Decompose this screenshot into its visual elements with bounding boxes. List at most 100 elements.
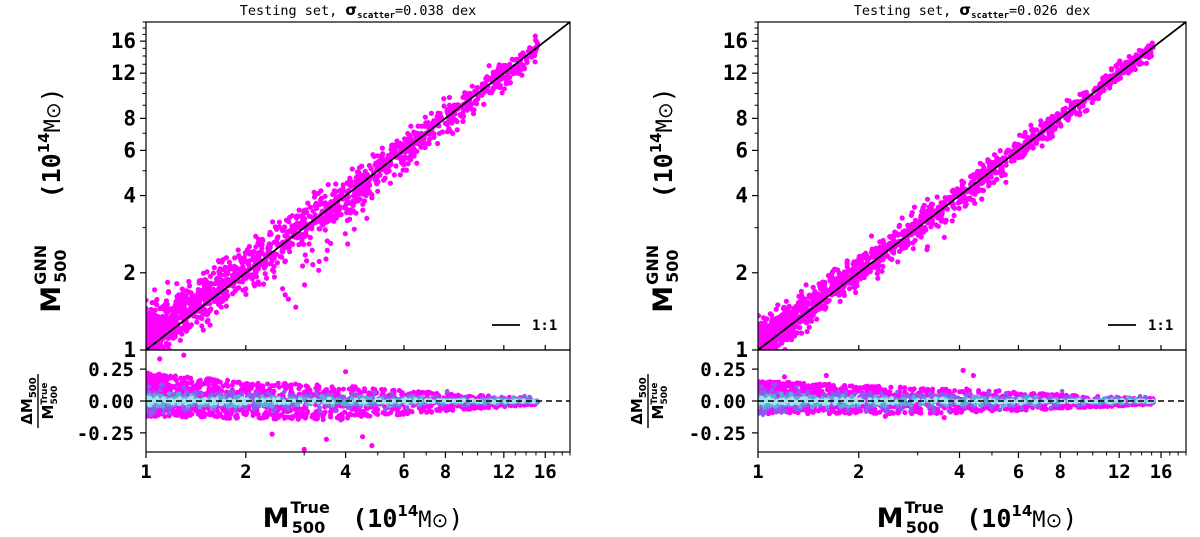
scatter-point (152, 287, 158, 293)
scatter-point (451, 102, 458, 108)
x-tick-label: 4 (340, 461, 351, 483)
scatter-point (408, 123, 414, 129)
outlier-point (324, 247, 330, 253)
residual-density-point (227, 389, 233, 395)
legend-label: 1:1 (532, 318, 557, 334)
residual-point (388, 410, 394, 416)
residual-density-point (372, 390, 377, 396)
residual-point (203, 411, 209, 417)
scatter-point (474, 85, 480, 91)
scatter-point (179, 310, 185, 316)
residual-point (293, 381, 298, 387)
residual-density-point (167, 410, 172, 415)
residual-density-point (271, 397, 277, 402)
residual-y-tick-label: 0.00 (88, 391, 134, 413)
scatter-point (368, 166, 374, 172)
scatter-point (431, 118, 437, 124)
scatter-point (239, 279, 245, 285)
scatter-point (285, 245, 291, 251)
scatter-point (146, 305, 149, 311)
scatter-point (895, 259, 901, 265)
scatter-point (221, 267, 227, 273)
residual-y-tick-label: 0.25 (88, 359, 134, 381)
scatter-point (251, 249, 257, 255)
scatter-point (760, 356, 765, 361)
residual-point (375, 407, 381, 413)
scatter-point (909, 210, 915, 216)
residual-density-point (233, 408, 238, 413)
x-tick-label: 8 (440, 461, 451, 483)
residual-point (203, 391, 209, 397)
scatter-point (207, 289, 213, 295)
scatter-point (417, 139, 423, 145)
scatter-point (492, 82, 498, 88)
scatter-point (225, 270, 231, 276)
scatter-point (244, 247, 250, 253)
residual-density-point (209, 401, 214, 407)
scatter-point (174, 281, 180, 287)
residual-density-point (405, 406, 410, 411)
scatter-point (328, 217, 334, 223)
one-to-one-line (146, 22, 570, 350)
residual-point (296, 386, 302, 392)
scatter-point (305, 200, 311, 206)
y-tick-label: 4 (123, 184, 136, 208)
residual-point (362, 388, 368, 394)
scatter-point (473, 101, 480, 107)
residual-outlier-point (181, 352, 187, 358)
residual-point (217, 379, 223, 385)
residual-point (400, 411, 405, 417)
scatter-point (205, 317, 211, 323)
scatter-point (262, 271, 268, 277)
scatter-point (149, 355, 154, 360)
residual-density-point (232, 394, 238, 400)
scatter-point (312, 203, 318, 209)
residual-density-point (194, 391, 200, 396)
scatter-point (307, 204, 313, 210)
scatter-point (148, 353, 153, 358)
residual-density-point (272, 406, 278, 412)
scatter-point (388, 146, 394, 153)
residual-point (171, 384, 177, 390)
residual-outlier-point (343, 369, 349, 375)
scatter-point (775, 342, 782, 348)
scatter-point (394, 140, 400, 146)
residual-point (341, 386, 346, 392)
residual-point (429, 409, 435, 415)
outlier-point (364, 215, 370, 221)
scatter-point (187, 283, 193, 289)
scatter-point (289, 223, 295, 229)
x-tick-label: 2 (240, 461, 251, 483)
scatter-point (306, 241, 312, 247)
scatter-point (509, 56, 515, 62)
scatter-point (179, 286, 185, 292)
scatter-point (786, 303, 792, 309)
outlier-point (316, 267, 322, 273)
scatter-point (223, 278, 229, 284)
scatter-point (287, 214, 293, 220)
residual-density-point (285, 406, 291, 412)
residual-density-point (314, 391, 319, 397)
scatter-point (505, 74, 511, 80)
scatter-point (333, 181, 339, 187)
scatter-point (423, 120, 429, 126)
scatter-point (349, 166, 355, 172)
residual-density-point (253, 405, 258, 410)
scatter-point (501, 86, 507, 92)
scatter-point (177, 337, 183, 343)
residual-point (220, 383, 226, 389)
residual-density-point (277, 400, 282, 406)
residual-point (328, 412, 333, 418)
scatter-point (173, 299, 179, 305)
residual-point (175, 381, 181, 387)
residual-density-point (250, 392, 256, 398)
scatter-point (437, 110, 443, 117)
scatter-point (194, 297, 200, 303)
scatter-point (1100, 76, 1106, 82)
scatter-point (199, 323, 205, 329)
scatter-point (311, 189, 317, 195)
scatter-point (317, 226, 323, 232)
x-axis-label: MTrue 500 (1014M⊙) (263, 498, 464, 537)
scatter-point (415, 123, 421, 129)
